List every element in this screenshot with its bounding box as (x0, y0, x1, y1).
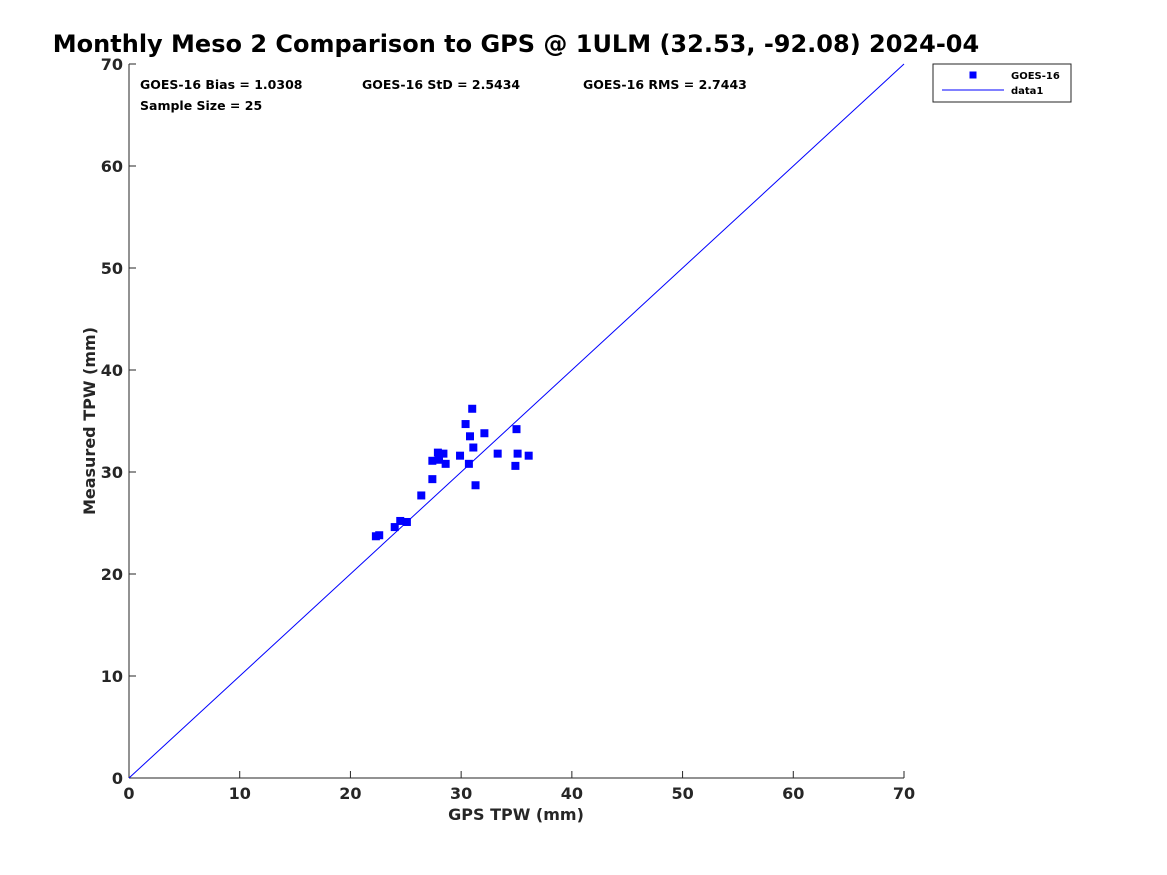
series-data1 (128, 63, 905, 779)
chart-title: Monthly Meso 2 Comparison to GPS @ 1ULM … (53, 30, 979, 58)
legend-label-goes16: GOES-16 (1011, 71, 1060, 82)
y-tick-label: 70 (101, 55, 123, 74)
x-tick-label: 70 (893, 784, 915, 803)
y-tick-label: 0 (112, 769, 123, 788)
sample-size-annotation: Sample Size = 25 (140, 98, 262, 113)
data-point (390, 523, 399, 532)
legend-box (932, 63, 1072, 103)
legend-marker-goes16 (969, 71, 977, 79)
data-point (466, 432, 474, 441)
one-to-one-line (128, 63, 905, 779)
rms-annotation: GOES-16 RMS = 2.7443 (583, 77, 747, 92)
y-tick-label: 30 (101, 463, 123, 482)
std-annotation: GOES-16 StD = 2.5434 (362, 77, 520, 92)
data-point (396, 516, 405, 525)
y-tick-label: 50 (101, 259, 123, 278)
x-tick-label: 50 (671, 784, 693, 803)
y-tick-label: 20 (101, 565, 123, 584)
data-point (469, 443, 478, 452)
data-point (512, 425, 521, 434)
x-tick-label: 0 (123, 784, 134, 803)
data-point (468, 404, 477, 413)
data-point (441, 459, 450, 468)
data-point (439, 449, 448, 458)
legend: GOES-16 data1 (932, 63, 1072, 103)
legend-label-data1: data1 (1011, 86, 1043, 97)
y-axis-label: Measured TPW (mm) (80, 327, 99, 515)
y-tick-label: 40 (101, 361, 123, 380)
x-tick-label: 40 (561, 784, 583, 803)
x-axis-label: GPS TPW (mm) (448, 805, 584, 824)
data-point (480, 429, 489, 438)
series-goes16 (371, 404, 533, 541)
data-point (435, 455, 443, 464)
data-point (471, 481, 480, 490)
data-point (433, 448, 442, 457)
data-point (493, 449, 502, 458)
y-ticks: 0 10 20 30 40 50 60 70 (101, 55, 136, 788)
x-tick-label: 20 (339, 784, 361, 803)
stats-annotations: GOES-16 Bias = 1.0308 GOES-16 StD = 2.54… (140, 77, 747, 113)
data-point (402, 517, 411, 526)
data-point (428, 475, 437, 484)
x-ticks: 0 10 20 30 40 50 60 70 (123, 771, 915, 803)
data-point (464, 459, 473, 468)
plot-area: 0 10 20 30 40 50 60 70 0 10 20 30 40 50 60 70 (101, 55, 915, 803)
bias-annotation: GOES-16 Bias = 1.0308 (140, 77, 302, 92)
data-point (524, 451, 533, 460)
data-point (375, 531, 384, 540)
x-tick-label: 30 (450, 784, 472, 803)
data-point (513, 449, 522, 458)
x-tick-label: 60 (782, 784, 804, 803)
data-point (461, 420, 470, 429)
data-point (417, 491, 426, 500)
data-point (456, 451, 465, 460)
x-tick-label: 10 (229, 784, 251, 803)
data-point (511, 461, 520, 470)
data-point (428, 456, 437, 465)
y-tick-label: 60 (101, 157, 123, 176)
y-tick-label: 10 (101, 667, 123, 686)
